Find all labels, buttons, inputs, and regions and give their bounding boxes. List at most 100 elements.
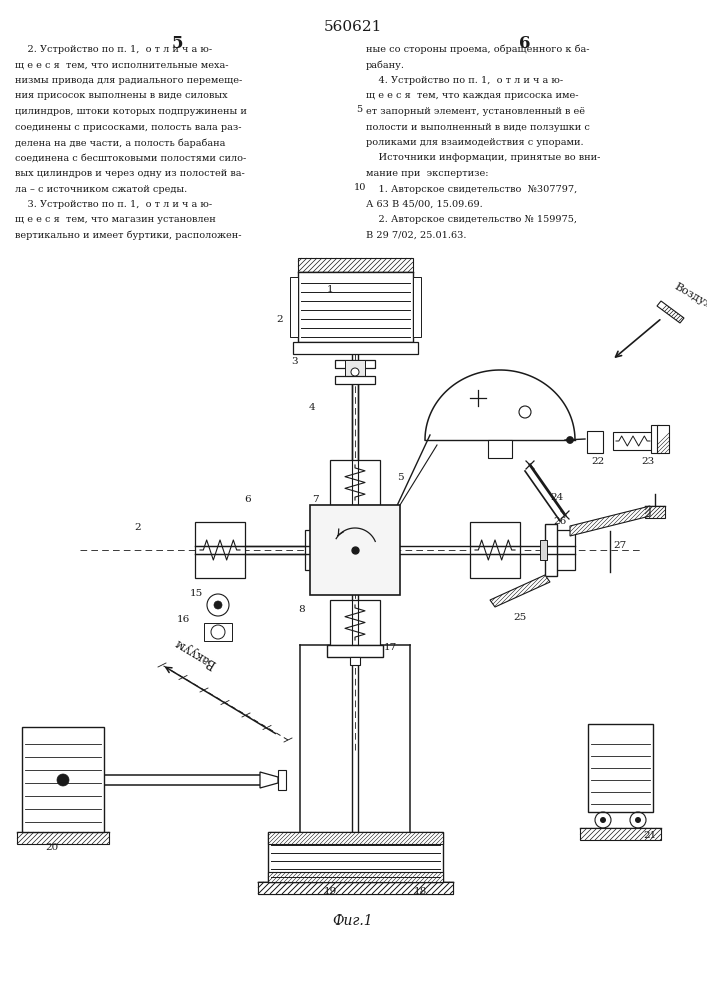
- Text: цилиндров, штоки которых подпружинены и: цилиндров, штоки которых подпружинены и: [15, 107, 247, 116]
- Bar: [258, 882, 453, 894]
- Text: ла – с источником сжатой среды.: ла – с источником сжатой среды.: [15, 184, 187, 194]
- Bar: [651, 425, 659, 453]
- Text: 19: 19: [323, 888, 337, 896]
- Text: 5: 5: [397, 474, 403, 483]
- Circle shape: [635, 817, 641, 823]
- Text: 25: 25: [513, 613, 527, 622]
- Bar: [290, 277, 298, 337]
- Polygon shape: [657, 301, 684, 323]
- Text: 23: 23: [641, 458, 655, 466]
- Text: вых цилиндров и через одну из полостей ва-: вых цилиндров и через одну из полостей в…: [15, 169, 245, 178]
- Bar: [345, 360, 365, 380]
- Polygon shape: [260, 772, 278, 788]
- Text: 8: 8: [298, 605, 305, 614]
- Text: ет запорный элемент, установленный в её: ет запорный элемент, установленный в её: [366, 107, 585, 116]
- Bar: [305, 530, 325, 570]
- Text: делена на две части, а полость барабана: делена на две части, а полость барабана: [15, 138, 226, 147]
- Text: 26: 26: [554, 518, 566, 526]
- Text: 24: 24: [550, 493, 563, 502]
- Bar: [298, 272, 413, 342]
- Bar: [587, 431, 603, 453]
- Bar: [333, 540, 340, 560]
- Text: 2: 2: [276, 316, 284, 324]
- Text: 3: 3: [292, 358, 298, 366]
- Bar: [268, 832, 443, 844]
- Bar: [555, 530, 575, 570]
- Text: А 63 В 45/00, 15.09.69.: А 63 В 45/00, 15.09.69.: [366, 200, 483, 209]
- Text: 6: 6: [245, 495, 251, 504]
- Bar: [327, 645, 383, 657]
- Text: ные со стороны проема, обращенного к ба-: ные со стороны проема, обращенного к ба-: [366, 45, 590, 54]
- Circle shape: [57, 774, 69, 786]
- Bar: [258, 882, 453, 894]
- Bar: [278, 770, 286, 790]
- Text: 20: 20: [45, 844, 59, 852]
- Bar: [645, 506, 665, 518]
- Text: рабану.: рабану.: [366, 60, 405, 70]
- Bar: [657, 425, 669, 453]
- Text: 6: 6: [519, 35, 531, 52]
- Circle shape: [351, 368, 359, 376]
- Text: 10: 10: [354, 182, 366, 192]
- Text: 3. Устройство по п. 1,  о т л и ч а ю-: 3. Устройство по п. 1, о т л и ч а ю-: [15, 200, 212, 209]
- Circle shape: [214, 601, 222, 609]
- Circle shape: [600, 817, 606, 823]
- Polygon shape: [570, 506, 650, 536]
- Text: 2. Авторское свидетельство № 159975,: 2. Авторское свидетельство № 159975,: [366, 216, 577, 225]
- Bar: [330, 460, 380, 505]
- Text: щ е е с я  тем, что исполнительные меха-: щ е е с я тем, что исполнительные меха-: [15, 60, 228, 70]
- Text: низмы привода для радиального перемеще-: низмы привода для радиального перемеще-: [15, 76, 243, 85]
- Text: роликами для взаимодействия с упорами.: роликами для взаимодействия с упорами.: [366, 138, 583, 147]
- Text: 2: 2: [135, 524, 141, 532]
- Text: соединена с бесштоковыми полостями сило-: соединена с бесштоковыми полостями сило-: [15, 153, 246, 162]
- Bar: [613, 432, 653, 450]
- Bar: [470, 522, 520, 578]
- Text: мание при  экспертизе:: мание при экспертизе:: [366, 169, 489, 178]
- Bar: [268, 832, 443, 882]
- Text: 1: 1: [327, 286, 333, 294]
- Text: 560621: 560621: [324, 20, 382, 34]
- Text: Фиг.1: Фиг.1: [333, 914, 373, 928]
- Circle shape: [566, 436, 573, 444]
- Bar: [545, 524, 557, 576]
- Text: щ е е с я  тем, что каждая присоска име-: щ е е с я тем, что каждая присоска име-: [366, 92, 578, 101]
- Bar: [488, 440, 512, 458]
- Text: соединены с присосками, полость вала раз-: соединены с присосками, полость вала раз…: [15, 122, 242, 131]
- Bar: [204, 623, 232, 641]
- Text: 1. Авторское свидетельство  №307797,: 1. Авторское свидетельство №307797,: [366, 184, 577, 194]
- Bar: [413, 277, 421, 337]
- Bar: [335, 376, 375, 384]
- Text: В 29 7/02, 25.01.63.: В 29 7/02, 25.01.63.: [366, 231, 467, 240]
- Bar: [588, 724, 653, 812]
- Text: 5: 5: [356, 105, 362, 114]
- Bar: [195, 522, 245, 578]
- Text: 27: 27: [614, 540, 626, 550]
- Bar: [310, 505, 400, 595]
- Text: полости и выполненный в виде ползушки с: полости и выполненный в виде ползушки с: [366, 122, 590, 131]
- Text: 4. Устройство по п. 1,  о т л и ч а ю-: 4. Устройство по п. 1, о т л и ч а ю-: [366, 76, 563, 85]
- Text: вертикально и имеет буртики, расположен-: вертикально и имеет буртики, расположен-: [15, 231, 242, 240]
- Bar: [540, 540, 547, 560]
- Text: 4: 4: [309, 403, 315, 412]
- Text: 15: 15: [189, 589, 203, 598]
- Text: 7: 7: [312, 495, 318, 504]
- Text: 18: 18: [414, 888, 426, 896]
- Text: 21: 21: [643, 832, 657, 840]
- Bar: [17, 832, 109, 844]
- Text: Источники информации, принятые во вни-: Источники информации, принятые во вни-: [366, 153, 600, 162]
- Text: 2. Устройство по п. 1,  о т л и ч а ю-: 2. Устройство по п. 1, о т л и ч а ю-: [15, 45, 212, 54]
- Text: Вакуум: Вакуум: [172, 635, 218, 670]
- Text: щ е е с я  тем, что магазин установлен: щ е е с я тем, что магазин установлен: [15, 216, 216, 225]
- Bar: [350, 657, 360, 665]
- Bar: [323, 524, 335, 576]
- Text: ния присосок выполнены в виде силовых: ния присосок выполнены в виде силовых: [15, 92, 228, 101]
- Bar: [268, 872, 443, 882]
- Text: 5: 5: [171, 35, 182, 52]
- Bar: [293, 342, 418, 354]
- Bar: [22, 727, 104, 832]
- Bar: [335, 360, 375, 368]
- Polygon shape: [490, 575, 550, 607]
- Bar: [330, 600, 380, 645]
- Bar: [298, 258, 413, 272]
- Text: Воздух: Воздух: [672, 281, 707, 310]
